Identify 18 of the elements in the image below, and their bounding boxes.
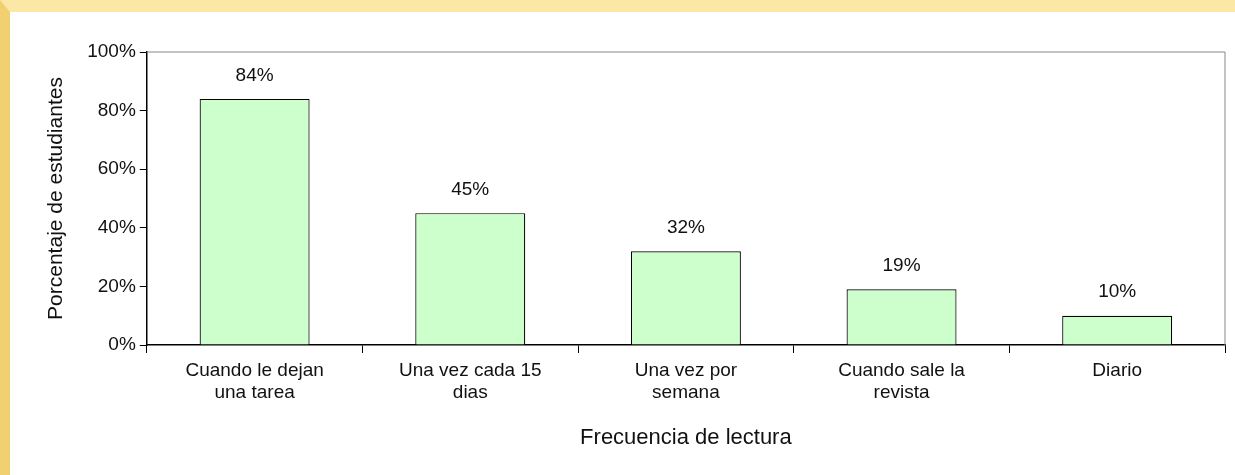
- x-axis-title: Frecuencia de lectura: [580, 423, 793, 449]
- y-tick-label: 20%: [97, 274, 136, 296]
- x-tick-label: Una vez cada 15 dias: [398, 358, 542, 403]
- data-label: 45%: [451, 177, 490, 199]
- y-axis-title: Porcentaje de estudiantes: [43, 77, 67, 320]
- data-label: 84%: [235, 63, 274, 85]
- y-tick-label: 80%: [97, 98, 136, 120]
- data-label: 10%: [1098, 280, 1137, 302]
- y-tick-label: 40%: [97, 216, 136, 238]
- y-tick-label: 0%: [108, 333, 136, 355]
- x-tick-label: Diario: [1092, 358, 1142, 380]
- x-tick-label: Cuando sale la revista: [838, 358, 966, 403]
- y-tick-label: 60%: [97, 157, 136, 179]
- x-tick-label: Cuando le dejan una tarea: [185, 358, 324, 403]
- x-tick-label: Una vez por semana: [634, 358, 738, 403]
- data-label: 32%: [666, 215, 706, 237]
- data-label: 19%: [882, 254, 921, 276]
- y-tick-label: 100%: [87, 40, 136, 62]
